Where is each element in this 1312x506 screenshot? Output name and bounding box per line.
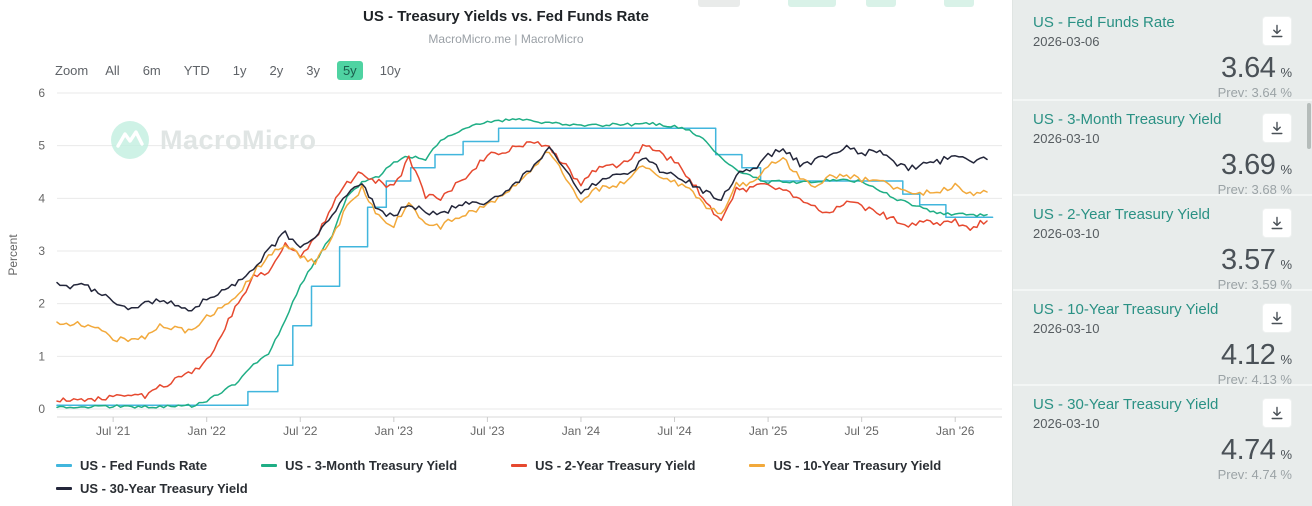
download-icon [1271, 24, 1283, 38]
svg-text:Jul '23: Jul '23 [470, 424, 505, 438]
cutoff-toolbar-chip[interactable] [698, 0, 740, 7]
indicator-prev: Prev: 3.59 % [1217, 276, 1292, 292]
legend-marker-icon [511, 464, 528, 467]
download-icon [1271, 216, 1283, 230]
legend-marker-icon [56, 487, 72, 490]
indicator-value: 4.12% [1220, 338, 1292, 371]
indicator-value: 4.74% [1220, 433, 1292, 466]
chart-panel: US - Treasury Yields vs. Fed Funds Rate … [0, 0, 1012, 496]
svg-text:Percent: Percent [6, 234, 20, 276]
x-axis: Jul '21 Jan '22 Jul '22 Jan '23 Jul '23 Jan '… [57, 416, 1002, 438]
legend-item[interactable]: US - 2-Year Treasury Yield [511, 458, 695, 473]
yield-chart[interactable]: 0 1 2 3 4 5 6 Percent Jul '21 Jan '22 Jul '22 Jan '… [0, 85, 1012, 451]
chart-subtitle: MacroMicro.me | MacroMicro [428, 32, 584, 46]
indicator-date: 2026-03-10 [1033, 320, 1100, 336]
download-icon [1271, 311, 1283, 325]
legend-marker-icon [56, 464, 72, 467]
svg-text:1: 1 [38, 349, 45, 363]
range-button-all[interactable]: All [99, 61, 125, 80]
indicator-title-link[interactable]: US - 3-Month Treasury Yield [1033, 111, 1222, 128]
indicator-prev: Prev: 3.68 % [1217, 181, 1292, 197]
svg-text:Jan '23: Jan '23 [375, 424, 414, 438]
range-button-1y[interactable]: 1y [227, 61, 253, 80]
indicator-value: 3.57% [1220, 243, 1292, 276]
svg-text:0: 0 [38, 402, 45, 416]
svg-text:Jan '25: Jan '25 [749, 424, 788, 438]
series-line-3 [56, 141, 988, 403]
indicator-title-link[interactable]: US - Fed Funds Rate [1033, 14, 1175, 31]
indicator-title-link[interactable]: US - 30-Year Treasury Yield [1033, 396, 1219, 413]
chart-legend: US - Fed Funds Rate US - 3-Month Treasur… [56, 458, 1006, 496]
sidebar-scrollbar[interactable] [1307, 103, 1311, 149]
legend-marker-icon [261, 464, 278, 467]
legend-item[interactable]: US - 3-Month Treasury Yield [261, 458, 457, 473]
zoom-range-buttons: All 6m YTD 1y 2y 3y 5y 10y [99, 61, 406, 80]
svg-text:3: 3 [38, 244, 45, 258]
svg-text:Jan '24: Jan '24 [562, 424, 601, 438]
indicator-date: 2026-03-10 [1033, 415, 1100, 431]
download-button[interactable] [1262, 208, 1292, 238]
indicator-date: 2026-03-10 [1033, 130, 1100, 146]
legend-label: US - 10-Year Treasury Yield [773, 458, 942, 473]
legend-item[interactable]: US - Fed Funds Rate [56, 458, 207, 473]
download-button[interactable] [1262, 16, 1292, 46]
range-button-10y[interactable]: 10y [374, 61, 407, 80]
indicator-value: 3.64% [1220, 51, 1292, 84]
download-icon [1271, 406, 1283, 420]
indicator-sidebar: US - Fed Funds Rate 2026-03-06 3.64% Pre… [1012, 0, 1312, 506]
range-button-3y[interactable]: 3y [300, 61, 326, 80]
indicator-prev: Prev: 3.64 % [1217, 84, 1292, 100]
page-title: US - Treasury Yields vs. Fed Funds Rate [363, 8, 649, 25]
range-button-ytd[interactable]: YTD [178, 61, 216, 80]
indicator-date: 2026-03-06 [1033, 33, 1100, 49]
indicator-card: US - 3-Month Treasury Yield 2026-03-10 3… [1013, 99, 1312, 197]
indicator-prev: Prev: 4.74 % [1217, 466, 1292, 482]
range-button-5y[interactable]: 5y [336, 61, 363, 80]
svg-text:2: 2 [38, 297, 45, 311]
indicator-card: US - 30-Year Treasury Yield 2026-03-10 4… [1013, 384, 1312, 482]
svg-text:6: 6 [38, 86, 45, 100]
legend-item[interactable]: US - 30-Year Treasury Yield [56, 481, 248, 496]
svg-text:5: 5 [38, 139, 45, 153]
svg-text:Jan '22: Jan '22 [188, 424, 227, 438]
svg-text:Jul '24: Jul '24 [657, 424, 692, 438]
series-line-5 [56, 144, 988, 312]
y-axis: 0 1 2 3 4 5 6 Percent [6, 86, 1002, 416]
legend-label: US - 2-Year Treasury Yield [535, 458, 696, 473]
legend-label: US - 30-Year Treasury Yield [80, 481, 248, 496]
series-line-2 [56, 117, 988, 409]
indicator-card: US - 2-Year Treasury Yield 2026-03-10 3.… [1013, 194, 1312, 292]
svg-text:Jul '21: Jul '21 [96, 424, 131, 438]
indicator-prev: Prev: 4.13 % [1217, 371, 1292, 387]
svg-text:4: 4 [38, 191, 45, 205]
zoom-label: Zoom [55, 63, 89, 78]
indicator-card: US - Fed Funds Rate 2026-03-06 3.64% Pre… [1013, 4, 1312, 100]
legend-label: US - 3-Month Treasury Yield [285, 458, 458, 473]
zoom-toolbar: Zoom All 6m YTD 1y 2y 3y 5y 10y [55, 61, 407, 80]
svg-text:Jan '26: Jan '26 [936, 424, 975, 438]
indicator-date: 2026-03-10 [1033, 225, 1100, 241]
legend-label: US - Fed Funds Rate [80, 458, 208, 473]
cutoff-toolbar-chip[interactable] [788, 0, 836, 7]
legend-marker-icon [749, 464, 766, 467]
indicator-value: 3.69% [1220, 148, 1292, 181]
download-button[interactable] [1262, 398, 1292, 428]
series-line-1 [56, 127, 994, 407]
legend-item[interactable]: US - 10-Year Treasury Yield [749, 458, 941, 473]
svg-text:Jul '25: Jul '25 [844, 424, 879, 438]
range-button-2y[interactable]: 2y [263, 61, 289, 80]
indicator-title-link[interactable]: US - 10-Year Treasury Yield [1033, 301, 1219, 318]
cutoff-toolbar-chip[interactable] [866, 0, 896, 7]
range-button-6m[interactable]: 6m [137, 61, 167, 80]
cutoff-toolbar-chip[interactable] [944, 0, 974, 7]
indicator-card: US - 10-Year Treasury Yield 2026-03-10 4… [1013, 289, 1312, 387]
download-button[interactable] [1262, 303, 1292, 333]
svg-text:Jul '22: Jul '22 [283, 424, 318, 438]
indicator-title-link[interactable]: US - 2-Year Treasury Yield [1033, 206, 1211, 223]
download-button[interactable] [1262, 113, 1292, 143]
download-icon [1271, 121, 1283, 135]
